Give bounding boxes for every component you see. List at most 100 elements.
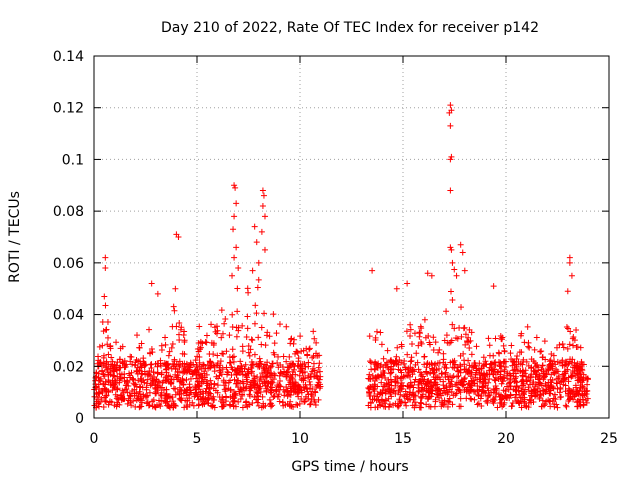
data-point [279,364,286,371]
x-tick-label: 5 [193,431,202,447]
data-point [108,399,115,406]
data-point [567,328,574,335]
data-point [148,361,155,368]
data-point [405,369,412,376]
data-point [541,402,548,409]
data-point [156,401,163,408]
data-point [239,343,246,350]
data-point [440,378,447,385]
data-point [103,398,110,405]
y-tick-label: 0.08 [53,204,84,220]
data-point [567,393,574,400]
data-point [119,359,126,366]
data-point [439,397,446,404]
data-point [183,360,190,367]
data-point [229,366,236,373]
data-point [186,381,193,388]
data-point [213,330,220,337]
data-point [395,388,402,395]
data-point [365,402,372,409]
data-point [210,362,217,369]
data-point [148,345,155,352]
data-point [283,383,290,390]
data-point [298,395,305,402]
data-point [95,403,102,410]
data-point [283,373,290,380]
chart-title: Day 210 of 2022, Rate Of TEC Index for r… [161,20,539,36]
data-point [180,331,187,338]
data-point [239,404,246,411]
data-point [223,348,230,355]
data-point [170,303,177,310]
data-point [314,352,321,359]
data-point [290,383,297,390]
data-point [164,402,171,409]
data-point [446,398,453,405]
data-point [240,380,247,387]
data-point [527,397,534,404]
data-point [479,372,486,379]
data-point [95,400,102,407]
data-point [502,363,509,370]
data-point [382,390,389,397]
data-point [236,365,243,372]
data-point [154,360,161,367]
data-point [393,361,400,368]
data-point [463,395,470,402]
data-point [174,389,181,396]
data-point [471,396,478,403]
data-point [388,358,395,365]
data-point [578,359,585,366]
data-point [497,359,504,366]
data-point [412,361,419,368]
data-point [202,338,209,345]
data-point [269,384,276,391]
data-point [243,384,250,391]
data-point [100,328,107,335]
data-point [184,403,191,410]
data-point [410,392,417,399]
data-point [162,341,169,348]
data-point [138,340,145,347]
data-point [141,368,148,375]
data-point [256,378,263,385]
data-point [508,403,515,410]
data-point [170,398,177,405]
data-point [161,397,168,404]
data-point [194,393,201,400]
data-point [292,379,299,386]
data-point [373,375,380,382]
data-point [477,395,484,402]
data-point [398,369,405,376]
data-point [312,389,319,396]
data-point [491,376,498,383]
data-point [489,371,496,378]
data-point [115,396,122,403]
data-point [576,367,583,374]
data-point [131,362,138,369]
data-point [175,234,182,240]
data-point [410,366,417,373]
data-point [114,367,121,374]
data-point [148,381,155,388]
data-point [290,340,297,347]
data-point [248,362,255,369]
data-point [485,335,492,342]
data-point [253,239,260,246]
data-point [449,259,456,266]
data-point [432,360,439,367]
data-point [429,382,436,389]
data-point [565,325,572,332]
data-point [135,358,142,365]
data-point [533,371,540,378]
data-point [459,378,466,385]
data-point [173,374,180,381]
data-point [268,389,275,396]
data-point [283,358,290,365]
data-point [286,353,293,360]
data-point [310,328,317,335]
data-point [225,379,232,386]
data-point [513,383,520,390]
y-tick-label: 0.12 [53,101,84,117]
data-point [243,376,250,383]
